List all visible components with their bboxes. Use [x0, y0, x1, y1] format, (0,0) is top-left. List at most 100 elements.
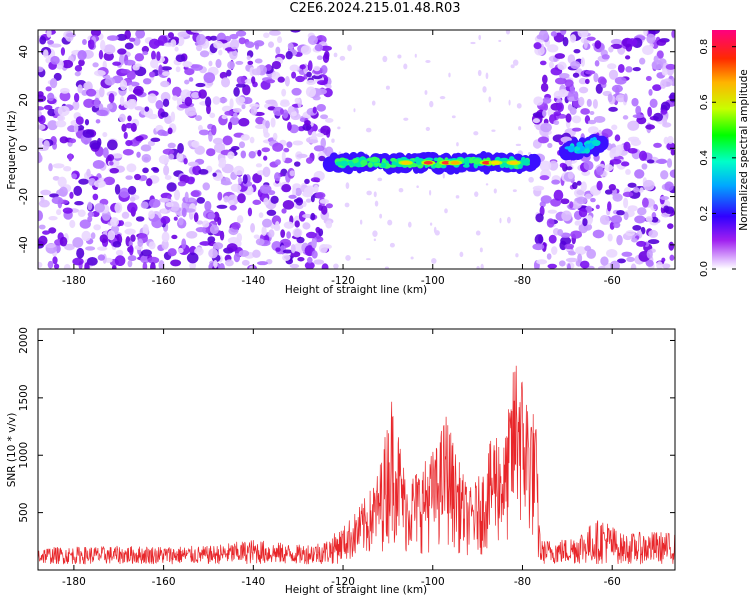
spectrogram-noise-cell — [281, 88, 287, 97]
spectrogram-noise-cell — [235, 60, 244, 65]
spectrogram-noise-cell — [313, 184, 319, 194]
spectrogram-noise-cell — [648, 89, 653, 96]
spectrogram-echo-core — [360, 159, 368, 166]
spectrogram-noise-cell — [45, 243, 56, 249]
spectrogram-noise-cell — [162, 71, 171, 77]
spectrogram-noise-cell — [235, 30, 247, 37]
spectrogram-speckle — [425, 59, 431, 63]
spectrogram-echo-core — [380, 162, 387, 168]
spectrogram-noise-cell — [50, 55, 60, 65]
spectrogram-noise-cell — [252, 249, 261, 258]
spectrogram-noise-cell — [313, 259, 325, 265]
spectrogram-noise-cell — [160, 111, 169, 118]
spectrogram-noise-cell — [274, 172, 281, 182]
spectrogram-noise-cell — [667, 223, 674, 229]
spectrogram-noise-cell — [57, 176, 67, 188]
spectrogram-noise-cell — [63, 165, 72, 172]
spectrogram-noise-cell — [216, 204, 228, 209]
spectrogram-noise-cell — [281, 151, 286, 162]
spectrogram-noise-cell — [664, 181, 674, 192]
spectrogram-noise-cell — [160, 216, 171, 225]
spectrogram-noise-cell — [289, 170, 295, 177]
spectrogram-noise-cell — [573, 188, 585, 198]
spectrogram-echo-core — [409, 163, 416, 168]
spectrogram-noise-cell — [212, 242, 224, 250]
spectrogram-noise-cell — [150, 262, 156, 269]
spectrogram-speckle — [477, 69, 482, 77]
spectrogram-noise-cell — [194, 145, 205, 155]
spectrogram-echo-core — [335, 161, 342, 166]
spectrogram-noise-cell — [177, 31, 190, 38]
spectrogram-noise-cell — [557, 61, 567, 71]
spectrogram-noise-cell — [128, 84, 133, 92]
spectrogram-noise-cell — [660, 109, 668, 115]
spectrogram-noise-cell — [175, 54, 186, 63]
spectrogram-noise-cell — [152, 167, 160, 173]
spectrogram-noise-cell — [52, 163, 65, 169]
spectrogram-noise-cell — [277, 76, 285, 83]
spectrogram-noise-cell — [78, 59, 85, 67]
spectrogram-noise-cell — [88, 178, 96, 186]
spectrogram-noise-cell — [608, 184, 617, 191]
spectrogram-noise-cell — [112, 61, 122, 66]
spectrogram-noise-cell — [315, 191, 326, 199]
spectrogram-noise-cell — [123, 101, 131, 109]
spectrogram-noise-cell — [313, 145, 325, 152]
spectrogram-y-tick-label: -20 — [18, 188, 30, 205]
spectrogram-noise-cell — [258, 212, 264, 218]
page-title: C2E6.2024.215.01.48.R03 — [289, 1, 461, 16]
spectrogram-noise-cell — [38, 224, 46, 230]
spectrogram-noise-cell — [242, 97, 253, 104]
spectrogram-noise-cell — [653, 112, 664, 122]
spectrogram-noise-cell — [115, 249, 124, 256]
spectrogram-noise-cell — [536, 259, 548, 265]
spectrogram-noise-cell — [542, 109, 547, 117]
spectrogram-speckle — [377, 177, 383, 182]
spectrogram-speckle — [397, 54, 402, 59]
spectrogram-noise-cell — [148, 38, 160, 49]
spectrogram-noise-cell — [569, 34, 577, 43]
spectrogram-speckle — [480, 263, 484, 269]
spectrogram-noise-cell — [148, 71, 156, 78]
spectrogram-noise-cell — [535, 213, 544, 223]
spectrogram-noise-cell — [280, 229, 286, 238]
spectrogram-noise-cell — [69, 191, 74, 199]
spectrogram-noise-cell — [620, 161, 630, 167]
spectrogram-noise-cell — [540, 82, 549, 92]
spectrogram-noise-cell — [304, 261, 315, 269]
spectrogram-noise-cell — [279, 100, 290, 107]
spectrogram-noise-cell — [250, 223, 256, 233]
spectrogram-noise-cell — [202, 182, 210, 191]
spectrogram-noise-cell — [265, 79, 276, 84]
spectrogram-echo-core — [381, 158, 387, 163]
spectrogram-noise-cell — [158, 64, 163, 75]
spectrogram-noise-cell — [279, 108, 284, 115]
spectrogram-noise-cell — [194, 247, 204, 256]
spectrogram-noise-cell — [596, 180, 603, 191]
spectrogram-noise-cell — [83, 82, 91, 90]
spectrogram-y-tick-label: 0 — [18, 145, 30, 152]
spectrogram-noise-cell — [63, 263, 71, 269]
spectrogram-noise-cell — [52, 175, 60, 181]
snr-x-axis: -180 -160 -140 -120 -100 -80 -60 — [62, 329, 621, 588]
spectrogram-noise-cell — [229, 48, 238, 60]
spectrogram-noise-cell — [277, 36, 283, 44]
spectrogram-noise-cell — [610, 215, 623, 224]
spectrogram-noise-cell — [306, 79, 316, 86]
spectrogram-noise-cell — [627, 205, 638, 212]
spectrogram-noise-cell — [261, 147, 271, 153]
spectrogram-noise-cell — [107, 154, 115, 162]
spectrogram-noise-cell — [318, 204, 323, 211]
spectrogram-noise-cell — [295, 203, 304, 210]
spectrogram-noise-cell — [126, 163, 137, 173]
spectrogram-noise-cell — [164, 175, 172, 180]
spectrogram-speckle — [478, 34, 482, 41]
spectrogram-speckle — [416, 185, 419, 189]
spectrogram-noise-cell — [108, 92, 115, 103]
spectrogram-noise-cell — [571, 127, 582, 132]
spectrogram-noise-cell — [614, 134, 621, 142]
spectrogram-echo-peak — [423, 160, 433, 165]
spectrogram-noise-cell — [320, 64, 328, 75]
spectrogram-noise-cell — [172, 86, 182, 98]
spectrogram-noise-cell — [55, 120, 67, 128]
